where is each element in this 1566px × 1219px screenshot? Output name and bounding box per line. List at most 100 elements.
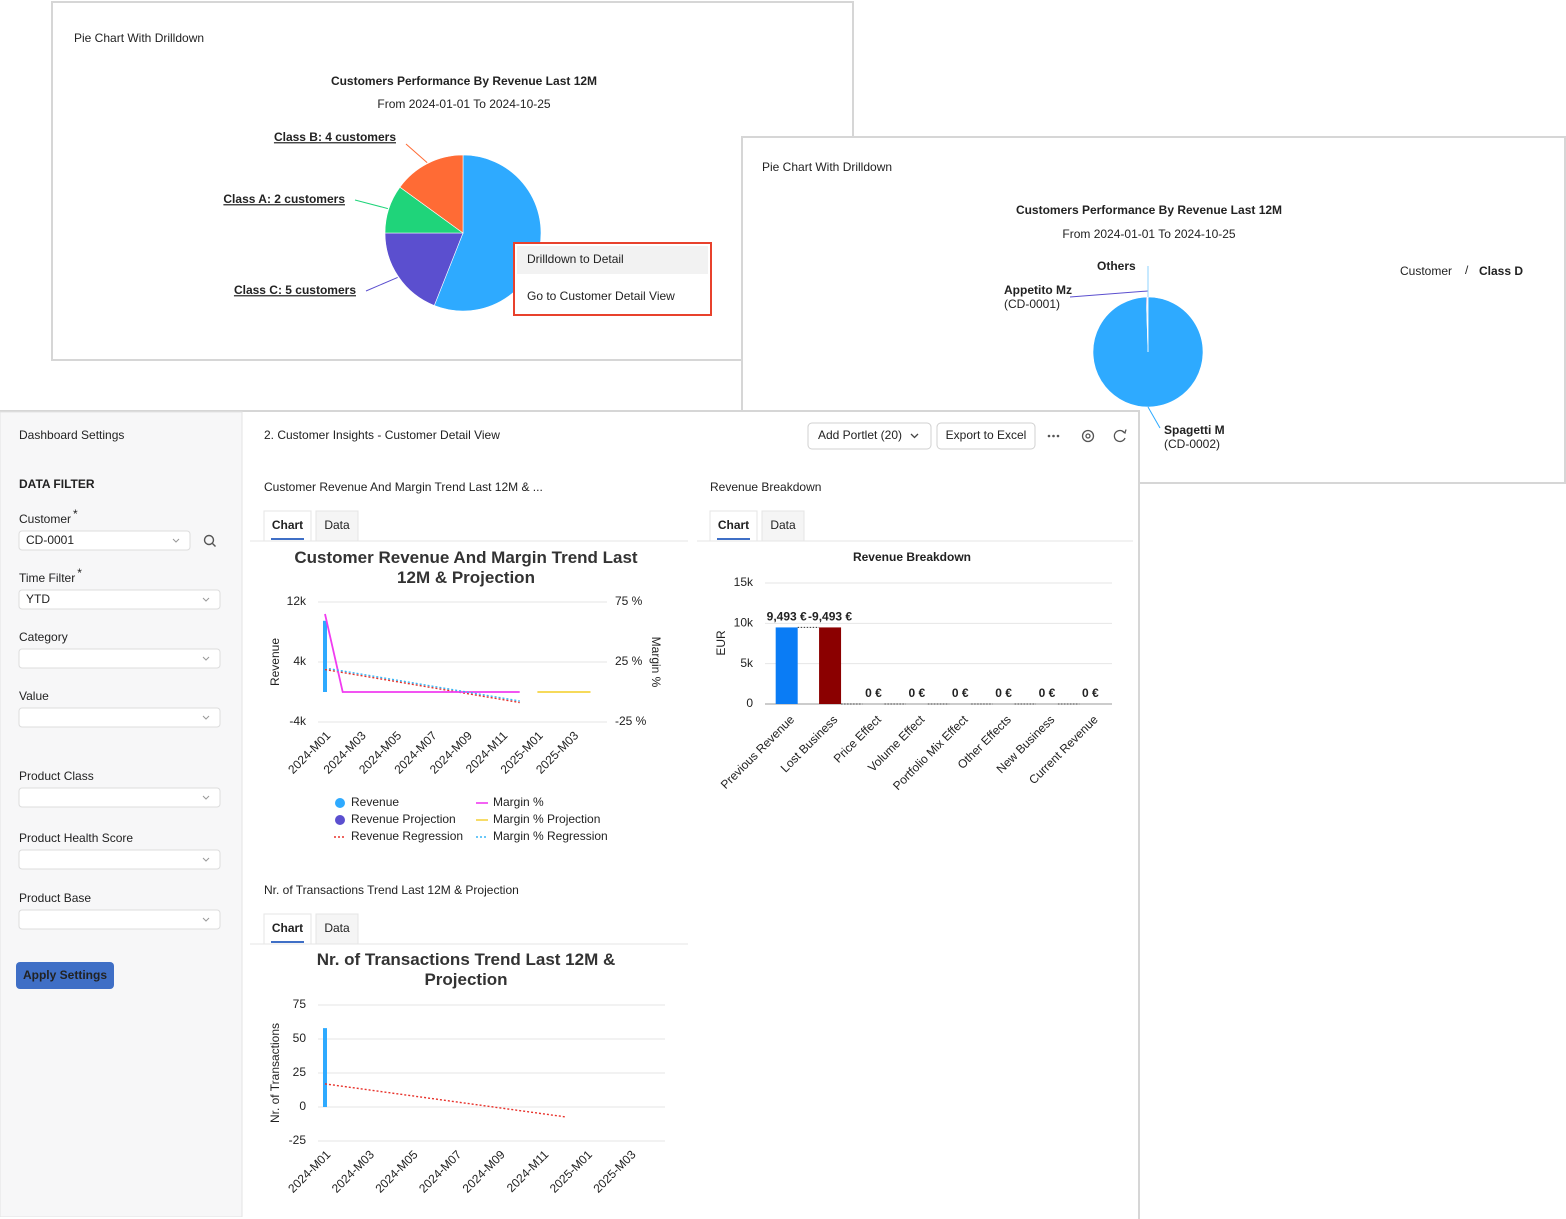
select-chevron: [202, 917, 210, 922]
pie-label: Appetito Mz: [1004, 283, 1072, 297]
pie-label: Others: [1097, 259, 1136, 273]
y-tick-label: 50: [293, 1031, 307, 1045]
legend-marker: [335, 815, 345, 825]
y-tick-label: 5k: [740, 656, 754, 670]
field-label: Category: [19, 630, 68, 644]
breadcrumb-separator: /: [1465, 263, 1469, 277]
x-tick-label: 2024-M07: [416, 1147, 464, 1195]
data-label: 0 €: [952, 686, 969, 700]
toolbar-button[interactable]: [807, 422, 932, 450]
pie-slice[interactable]: [399, 154, 464, 234]
data-label: 0 €: [1039, 686, 1056, 700]
y-axis-title: Nr. of Transactions: [268, 1023, 282, 1123]
y-tick-label: 12k: [287, 594, 307, 608]
menu-item[interactable]: Drilldown to Detail: [527, 252, 624, 266]
select-input[interactable]: [18, 530, 191, 551]
legend-label: Revenue Projection: [351, 812, 456, 826]
portlet-header: Customer Revenue And Margin Trend Last 1…: [264, 480, 543, 494]
series-line: [324, 613, 520, 693]
data-label: -9,493 €: [808, 610, 852, 624]
pie-label[interactable]: Class C: 5 customers: [234, 283, 356, 297]
settings-icon[interactable]: [1081, 429, 1095, 443]
chart-title: Revenue Breakdown: [853, 550, 971, 564]
x-tick-label: 2024-M01: [285, 1147, 333, 1195]
y2-tick-label: 25 %: [615, 654, 643, 668]
data-label: 9,493 €: [767, 610, 807, 624]
section-title: DATA FILTER: [19, 477, 95, 491]
bar: [323, 620, 327, 692]
field-label: Value: [19, 689, 49, 703]
bar: [819, 627, 842, 704]
field-label: Product Base: [19, 891, 91, 905]
tab-label: Chart: [272, 921, 303, 935]
tab-label: Chart: [718, 518, 749, 532]
apply-button[interactable]: [16, 962, 114, 989]
breadcrumb-current: Class D: [1479, 264, 1523, 278]
tab[interactable]: [263, 913, 312, 945]
pie-label[interactable]: Class B: 4 customers: [274, 130, 396, 144]
data-label: 0 €: [908, 686, 925, 700]
select-chevron: [202, 597, 210, 602]
chart-title: Nr. of Transactions Trend Last 12M & Pro…: [316, 950, 616, 989]
chart-subtitle: From 2024-01-01 To 2024-10-25: [377, 97, 551, 111]
data-label: 0 €: [1082, 686, 1099, 700]
legend-label: Margin %: [493, 795, 544, 809]
pie-label: Spagetti M: [1164, 423, 1225, 437]
legend-label: Margin % Regression: [493, 829, 608, 843]
pie-slice[interactable]: [384, 232, 464, 306]
field-label: Customer: [19, 512, 71, 526]
pie-label[interactable]: Class A: 2 customers: [223, 192, 345, 206]
y-tick-label: 15k: [734, 575, 754, 589]
chart-title: Customer Revenue And Margin Trend Last 1…: [294, 548, 638, 587]
bar: [775, 627, 798, 704]
tab[interactable]: [315, 913, 359, 945]
menu-item[interactable]: Go to Customer Detail View: [527, 289, 675, 303]
tab[interactable]: [263, 510, 312, 542]
x-tick-label: Portfolio Mix Effect: [890, 712, 971, 793]
leader-line: [1069, 290, 1149, 298]
tab[interactable]: [315, 510, 359, 542]
field-label: Time Filter: [19, 571, 75, 585]
x-tick-label: 2024-M11: [504, 1147, 552, 1195]
breadcrumb-link[interactable]: Customer: [1400, 264, 1452, 278]
dashboard-title: 2. Customer Insights - Customer Detail V…: [264, 428, 500, 442]
select-input[interactable]: [18, 707, 221, 728]
required-mark: *: [73, 507, 78, 521]
leader-line: [365, 276, 398, 292]
portlet-header: Revenue Breakdown: [710, 480, 821, 494]
select-chevron: [202, 715, 210, 720]
select-value: CD-0001: [26, 533, 74, 547]
search-icon[interactable]: [203, 534, 216, 547]
tab[interactable]: [709, 510, 758, 542]
apply-button-label: Apply Settings: [23, 968, 107, 982]
y-tick-label: -25: [289, 1133, 307, 1147]
y-axis-title: EUR: [714, 630, 728, 656]
legend-label: Revenue Regression: [351, 829, 463, 843]
toolbar-button[interactable]: [936, 422, 1036, 450]
x-tick-label: 2024-M09: [460, 1147, 508, 1195]
more-icon[interactable]: [1047, 434, 1060, 438]
select-input[interactable]: [18, 787, 221, 808]
toolbar-button-label: Add Portlet (20): [818, 428, 902, 442]
select-input[interactable]: [18, 849, 221, 870]
data-label: 0 €: [865, 686, 882, 700]
select-value: YTD: [26, 592, 50, 606]
select-input[interactable]: [18, 589, 221, 610]
y-tick-label: 4k: [293, 654, 307, 668]
select-input[interactable]: [18, 909, 221, 930]
dropdown-chevron: [910, 433, 919, 439]
chart-title: Customers Performance By Revenue Last 12…: [1016, 203, 1282, 217]
select-input[interactable]: [18, 648, 221, 669]
tab[interactable]: [761, 510, 805, 542]
toolbar-button-label: Export to Excel: [946, 428, 1027, 442]
leader-line: [405, 143, 428, 163]
leader-line: [1147, 406, 1161, 429]
x-tick-label: Previous Revenue: [718, 712, 797, 791]
select-chevron: [172, 538, 180, 543]
refresh-icon[interactable]: [1113, 429, 1127, 443]
series-line: [324, 667, 520, 702]
y-tick-label: 0: [746, 696, 753, 710]
